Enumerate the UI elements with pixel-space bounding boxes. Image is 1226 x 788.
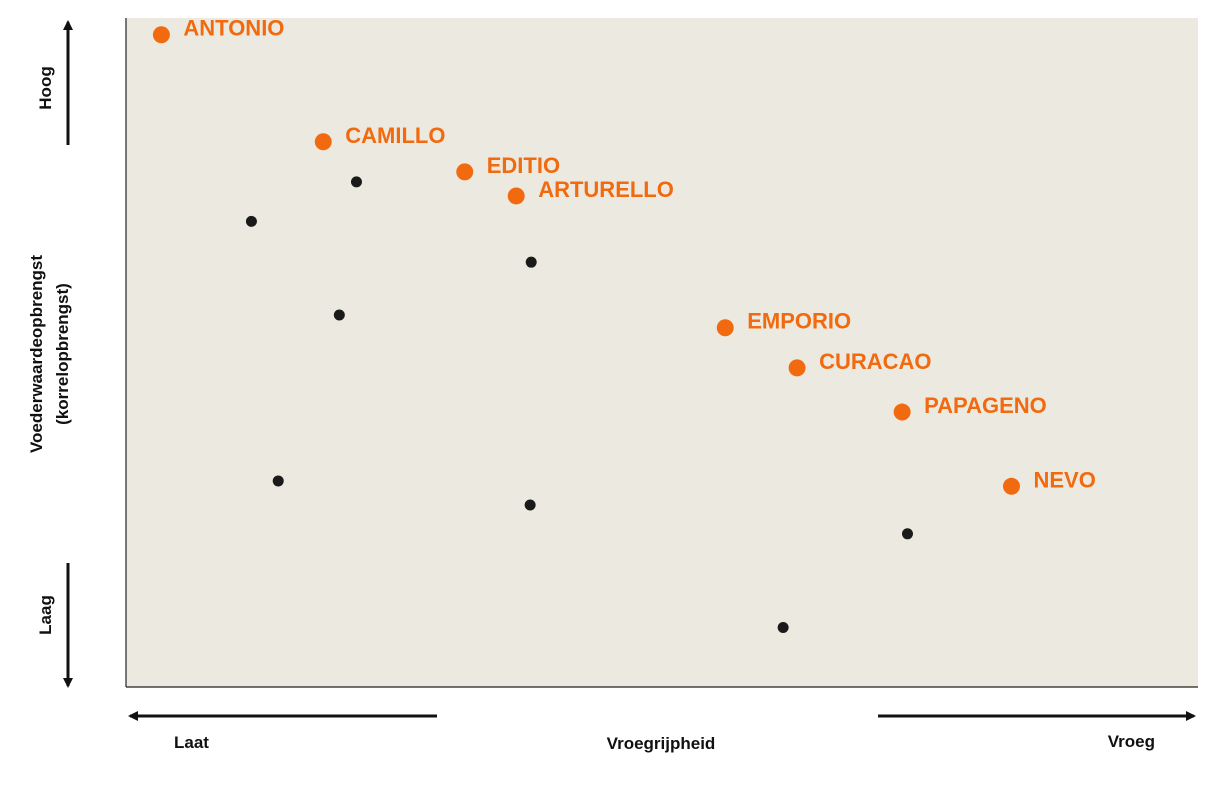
highlighted-point — [893, 403, 911, 421]
highlighted-point — [314, 133, 332, 151]
highlighted-point — [716, 319, 734, 337]
point — [272, 475, 284, 487]
highlighted-point — [152, 26, 170, 44]
point — [245, 215, 257, 227]
point-label: EDITIO — [487, 153, 560, 178]
highlighted-point — [456, 163, 474, 181]
x-early-label: Vroeg — [1108, 732, 1155, 751]
highlighted-point — [1002, 477, 1020, 495]
highlighted-point — [507, 187, 525, 205]
x-axis-title: Vroegrijpheid — [607, 734, 716, 753]
point — [525, 256, 537, 268]
point — [350, 176, 362, 188]
y-axis-title-line2: (korrelopbrengst) — [53, 283, 72, 425]
point — [777, 621, 789, 633]
point-label: PAPAGENO — [924, 393, 1047, 418]
y-axis-title-line1: Voederwaardeopbrengst — [27, 255, 46, 453]
point — [901, 528, 913, 540]
point-label: ANTONIO — [183, 16, 284, 41]
point-label: ARTURELLO — [538, 177, 674, 202]
point-label: NEVO — [1033, 467, 1095, 492]
y-high-label: Hoog — [36, 66, 55, 109]
point — [333, 309, 345, 321]
point-label: CAMILLO — [345, 123, 445, 148]
x-late-label: Laat — [174, 733, 209, 752]
point-label: EMPORIO — [747, 309, 851, 334]
highlighted-point — [788, 359, 806, 377]
plot-area — [126, 18, 1198, 687]
point-label: CURACAO — [819, 349, 931, 374]
point — [524, 499, 536, 511]
y-low-label: Laag — [36, 595, 55, 635]
